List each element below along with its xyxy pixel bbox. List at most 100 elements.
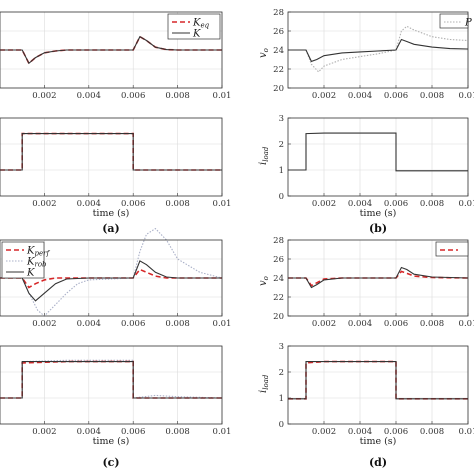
x-tick-label: 0.008 <box>420 427 444 437</box>
series-line-1 <box>0 133 222 171</box>
x-tick-label: 0.002 <box>312 91 336 101</box>
legend-box <box>435 241 469 257</box>
series-line-0 <box>288 270 469 287</box>
y-tick-label: 20 <box>273 312 284 322</box>
x-tick-label: 0.004 <box>348 91 372 101</box>
x-tick-label: 0.004 <box>77 91 101 101</box>
y-tick-label: 20 <box>273 84 284 94</box>
x-tick-label: 0.008 <box>420 199 444 209</box>
x-tick-label: 0.002 <box>32 319 56 329</box>
plot-frame <box>0 11 223 89</box>
series-line-k <box>0 35 222 65</box>
series-line-k-perf <box>0 268 222 289</box>
y-axis-label: iload <box>258 146 270 165</box>
x-tick-label: 0.01 <box>213 199 232 209</box>
x-tick-label: 0.008 <box>165 199 189 209</box>
x-tick-label: 0.006 <box>121 91 145 101</box>
y-axis-label: iload <box>258 374 270 393</box>
series-line-2 <box>0 361 222 399</box>
x-tick-label: 0.006 <box>384 91 408 101</box>
x-tick-label: 0.006 <box>121 427 145 437</box>
series-line-k <box>0 260 222 302</box>
caption-b: (b) <box>369 222 387 235</box>
x-tick-label: 0.002 <box>32 427 56 437</box>
x-axis-label: time (s) <box>93 208 130 219</box>
y-axis-label: vo <box>258 276 270 286</box>
caption-c: (c) <box>102 456 119 469</box>
y-tick-label: 3 <box>279 342 284 352</box>
x-tick-label: 0.01 <box>213 427 232 437</box>
caption-d: (d) <box>369 456 387 469</box>
panel-c-bottom: 0.002 0.004 0.006 0.008 0.01 time (s) <box>0 345 232 447</box>
x-tick-label: 0.006 <box>121 199 145 209</box>
x-tick-label: 0.008 <box>165 91 189 101</box>
plot-area <box>288 118 468 196</box>
x-tick-label: 0.002 <box>32 199 56 209</box>
x-tick-label: 0.004 <box>348 319 372 329</box>
plot-frame <box>0 117 223 197</box>
plot-frame <box>287 117 469 197</box>
y-tick-label: 26 <box>273 255 284 265</box>
legend-b: P <box>439 13 472 29</box>
x-tick-label: 0.004 <box>348 199 372 209</box>
y-tick-label: 24 <box>273 46 284 56</box>
plot-area <box>0 118 222 196</box>
panel-a-bottom: 0.002 0.004 0.006 0.008 0.01 time (s) <box>0 117 232 219</box>
x-tick-label: 0.01 <box>459 427 474 437</box>
panel-d-top: 0.002 0.004 0.006 0.008 0.01 20 22 24 26 28 vo <box>258 236 474 329</box>
legend-label: P <box>464 18 472 29</box>
series-line-1 <box>288 38 469 63</box>
x-tick-label: 0.008 <box>420 319 444 329</box>
y-tick-label: 2 <box>279 140 284 150</box>
x-tick-label: 0.004 <box>77 319 101 329</box>
x-tick-label: 0.006 <box>121 319 145 329</box>
plot-area <box>288 346 468 424</box>
x-tick-label: 0.01 <box>459 199 474 209</box>
x-tick-label: 0.002 <box>312 199 336 209</box>
x-tick-label: 0.008 <box>420 91 444 101</box>
plot-area <box>0 346 222 424</box>
plot-frame <box>287 345 469 425</box>
y-axis-label: vo <box>258 48 270 58</box>
x-axis-label: time (s) <box>360 436 397 447</box>
y-tick-label: 2 <box>279 368 284 378</box>
x-tick-label: 0.01 <box>213 91 232 101</box>
y-tick-label: 0 <box>279 420 284 430</box>
panel-d-bottom: 0.002 0.004 0.006 0.008 0.01 0 1 2 3 time (s) iloa… <box>258 342 474 447</box>
x-tick-label: 0.006 <box>384 199 408 209</box>
x-tick-label: 0.008 <box>165 319 189 329</box>
x-tick-label: 0.006 <box>384 319 408 329</box>
y-tick-label: 26 <box>273 27 284 37</box>
x-axis-label: time (s) <box>93 436 130 447</box>
legend-label: Kperf <box>26 246 50 258</box>
x-tick-label: 0.002 <box>312 427 336 437</box>
series-line-0 <box>288 132 468 172</box>
x-tick-label: 0.004 <box>77 427 101 437</box>
y-tick-label: 1 <box>279 394 284 404</box>
legend-box <box>167 13 221 40</box>
x-tick-label: 0.002 <box>32 91 56 101</box>
panel-b-bottom: 0.002 0.004 0.006 0.008 0.01 0 1 2 3 time (s) iloa… <box>258 114 474 219</box>
legend-label: Krob <box>26 257 47 269</box>
panel-b-top: 0.002 0.004 0.006 0.008 0.01 20 22 24 26 28 vo <box>258 8 474 101</box>
y-tick-label: 1 <box>279 166 284 176</box>
y-tick-label: 0 <box>279 192 284 202</box>
plot-frame <box>287 239 469 317</box>
x-tick-label: 0.004 <box>77 199 101 209</box>
x-tick-label: 0.006 <box>384 427 408 437</box>
legend-label: Keq <box>192 18 210 30</box>
plot-frame <box>0 345 223 425</box>
y-tick-label: 24 <box>273 274 284 284</box>
series-line-p <box>288 25 469 73</box>
x-tick-label: 0.008 <box>165 427 189 437</box>
legend-label: K <box>192 29 201 40</box>
x-tick-label: 0.01 <box>459 319 474 329</box>
x-tick-label: 0.004 <box>348 427 372 437</box>
y-tick-label: 28 <box>273 236 284 246</box>
legend-d <box>435 241 469 257</box>
x-tick-label: 0.002 <box>312 319 336 329</box>
plot-frame <box>0 239 223 317</box>
